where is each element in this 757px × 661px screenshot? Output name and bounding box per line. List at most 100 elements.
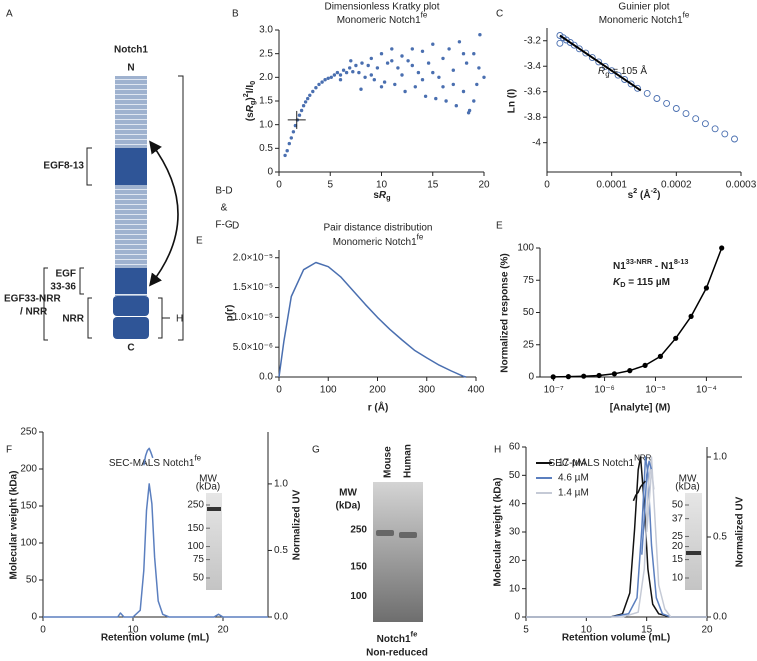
domain-label: EGF33-NRR [4,294,61,305]
mw-title: MW [339,488,357,499]
data-point [379,52,384,56]
x-axis-label: [Analyte] (M) [610,403,671,414]
annotation: Rg = 105 Å [598,64,647,79]
x-tick-label: 20 [701,625,713,636]
x-tick-label: 5 [327,180,333,191]
data-point [601,62,609,70]
y2-tick-label: 1.0 [274,479,288,490]
text-part: 2 [633,186,637,195]
text-part: R [598,66,605,77]
chart-title: SEC-MALS Notch1fe [109,454,202,469]
text-part: fe [421,11,428,20]
data-point [663,99,671,107]
data-point [454,104,458,108]
text-part: SEC-MALS Notch1 [549,458,635,469]
inset-title: (kDa) [196,482,220,493]
y2-tick-label: 0.5 [713,532,727,543]
y-tick-label: 100 [517,243,534,254]
data-point [289,136,293,140]
mw-marker-label: 150 [350,562,367,573]
data-point [457,40,462,44]
chart-title: SEC-MALS Notch1NRR [549,454,652,469]
inset-marker-label: 50 [193,573,205,584]
x-tick-label: 10 [581,625,593,636]
text-part: Monomeric Notch1 [333,237,417,248]
text-part: -2 [651,186,658,195]
text-part: g [248,101,257,105]
data-point [437,75,441,80]
text-part: fe [411,630,419,639]
data-point [472,99,476,103]
domain-label: 33-36 [50,282,76,293]
chart-title: Guinier plot [618,2,669,13]
data-point [711,125,719,133]
data-point [475,82,479,87]
egf8-13-domain [115,148,147,185]
data-point [416,70,421,75]
gel: Mouse Human MW (kDa) Notch1fe Non-reduce… [335,444,427,659]
text-part: ) [657,190,660,201]
y-tick-label: 150 [20,501,37,512]
data-point [703,285,710,291]
x-tick-label: 200 [369,385,386,396]
bracket [86,147,92,186]
data-point [420,78,425,82]
chart-title: Pair distance distribution [324,223,433,234]
y-tick-label: 50 [26,575,38,586]
data-point [434,96,438,101]
y-axis-label: p(r) [225,305,236,322]
data-point [287,141,291,146]
inset-marker-label: 10 [672,573,684,584]
data-point [406,59,410,63]
bracket [87,297,92,339]
x-tick-label: 300 [418,385,435,396]
data-point [308,93,312,98]
data-point [575,45,583,53]
x-tick-label: 20 [217,625,229,636]
bracket-label: F-G [215,220,232,231]
y-tick-label: -3.4 [524,61,542,72]
x-tick-label: 0 [40,625,46,636]
protein-bar [115,76,147,296]
mw-marker-label: 100 [350,591,367,602]
text-part: Monomeric Notch1 [337,15,421,26]
x-tick-label: 0 [276,385,282,396]
inset-marker-label: 50 [672,500,684,511]
text-part: fe [417,233,424,242]
x-tick-label: 10⁻⁵ [645,385,666,396]
data-point [390,47,394,51]
y-tick-label: 0 [528,372,534,383]
y-tick-label: 0.5 [259,143,273,154]
c-terminus: C [127,343,134,354]
bracket [79,267,84,295]
x-tick-label: 10⁻⁴ [696,385,717,396]
data-point [306,96,310,101]
data-point [431,70,435,75]
x-axis-label: s2 (Å-2) [628,186,661,201]
data-point [357,70,361,75]
inset-marker-label: 250 [187,500,204,511]
annotation: N133-NRR - N18-13 [613,257,688,272]
y-tick-label: 5.0×10⁻⁶ [233,342,273,353]
data-line [632,480,647,502]
text-part: Monomeric Notch1 [599,15,683,26]
text-part: I/I [245,85,256,94]
data-point [403,89,407,94]
gel-band [399,532,417,538]
gel-image [373,482,423,622]
data-point [393,82,397,87]
data-point [332,73,337,77]
y-tick-label: 30 [509,527,521,538]
data-point [642,362,648,368]
y-tick-label: 100 [20,538,37,549]
lane-label: Human [403,444,414,478]
data-point [431,42,435,46]
data-point [556,39,564,47]
inset-marker-label: 100 [187,541,204,552]
data-point [721,130,729,138]
inset-band [207,507,221,511]
y-axis-label: Ln (I) [507,89,518,113]
data-point [366,63,370,68]
data-point [360,61,364,65]
bracket-label: H [176,314,183,325]
